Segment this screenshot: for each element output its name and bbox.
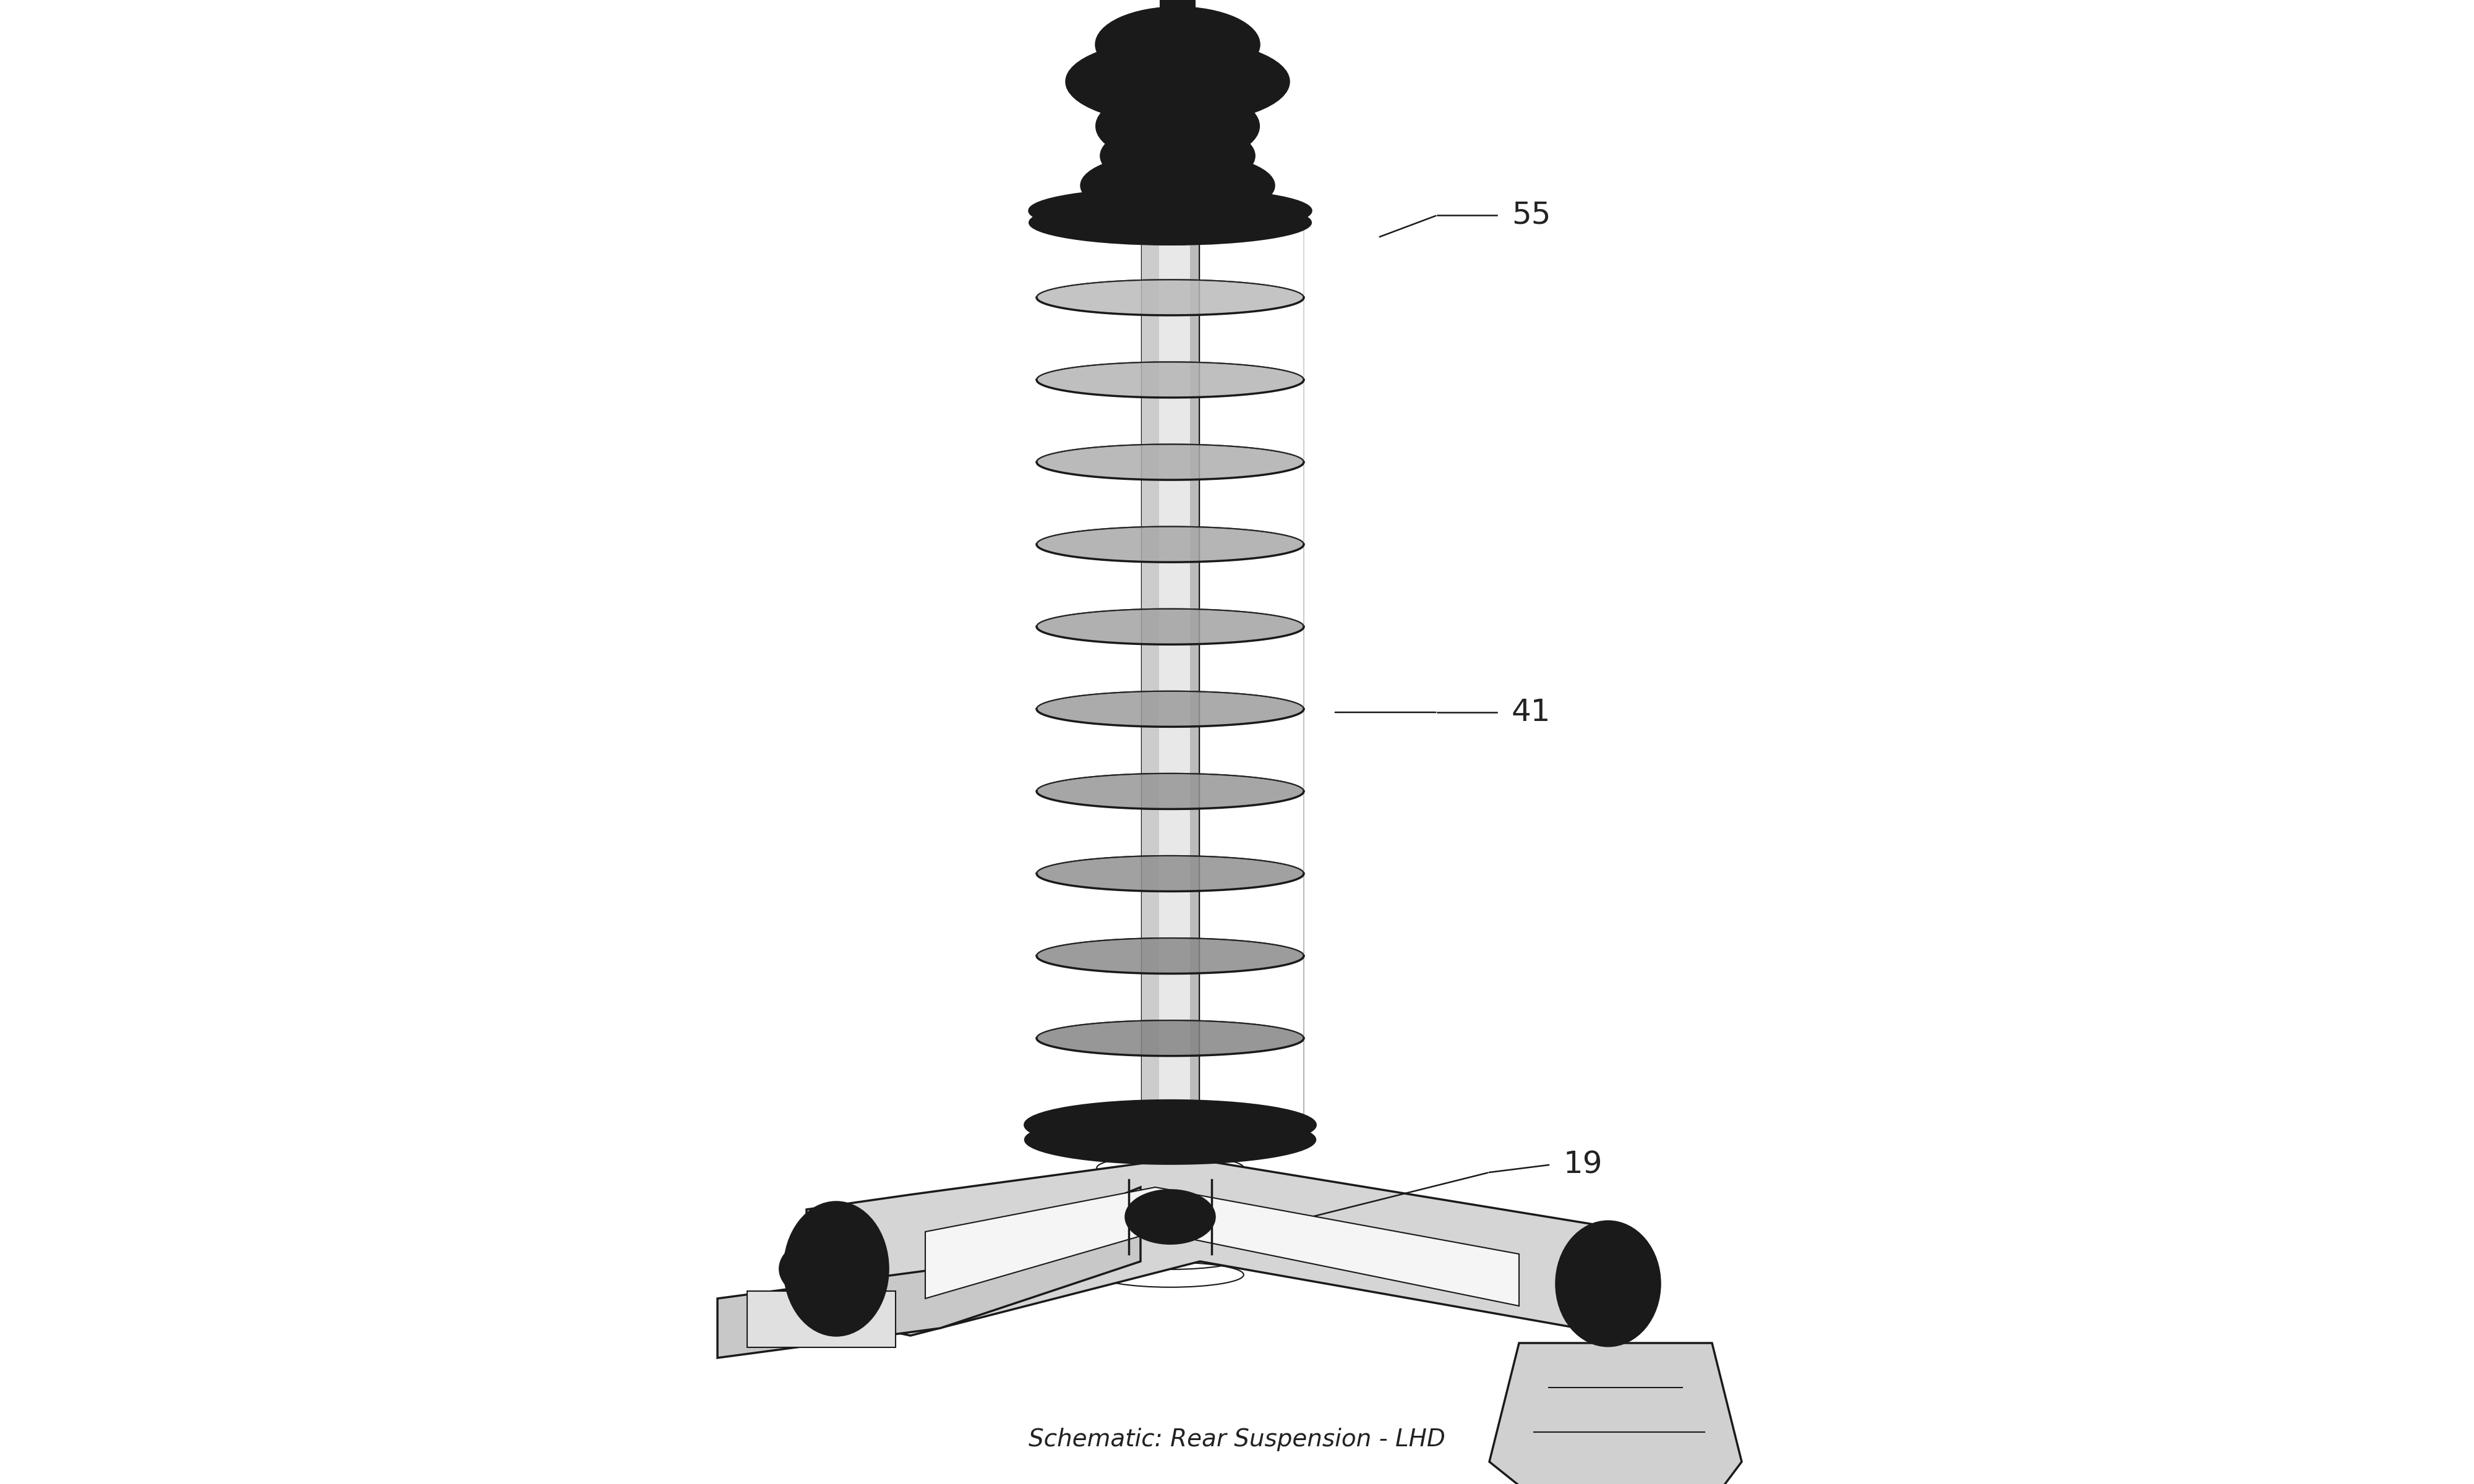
Polygon shape [1037, 444, 1304, 562]
Ellipse shape [1066, 40, 1289, 123]
Ellipse shape [1096, 7, 1259, 82]
Ellipse shape [1024, 1116, 1316, 1163]
Text: 19: 19 [1564, 1150, 1603, 1180]
Polygon shape [1037, 773, 1304, 892]
Ellipse shape [1096, 89, 1259, 163]
Text: 55: 55 [1512, 200, 1551, 230]
Bar [1160, 0, 1195, 15]
Polygon shape [807, 1158, 1623, 1336]
Ellipse shape [807, 1227, 866, 1310]
Polygon shape [717, 1187, 1141, 1358]
Polygon shape [925, 1187, 1519, 1306]
Polygon shape [1037, 362, 1304, 479]
Text: Schematic: Rear Suspension - LHD: Schematic: Rear Suspension - LHD [1029, 1428, 1445, 1451]
Polygon shape [1037, 279, 1304, 398]
Polygon shape [1489, 1343, 1742, 1484]
Bar [747, 1291, 896, 1347]
Ellipse shape [1126, 1190, 1215, 1244]
Ellipse shape [779, 1239, 863, 1298]
Ellipse shape [1111, 114, 1244, 168]
Polygon shape [1037, 197, 1304, 315]
Polygon shape [1037, 856, 1304, 974]
Ellipse shape [1024, 1101, 1316, 1149]
Polygon shape [1037, 692, 1304, 809]
Bar [1143, 215, 1197, 1172]
Ellipse shape [784, 1202, 888, 1336]
Polygon shape [1037, 527, 1304, 644]
Polygon shape [1037, 938, 1304, 1057]
Ellipse shape [1029, 188, 1311, 233]
Ellipse shape [1029, 200, 1311, 245]
Text: 41: 41 [1512, 697, 1551, 727]
Bar [1190, 215, 1197, 1172]
Bar [1143, 215, 1158, 1172]
Ellipse shape [1556, 1221, 1660, 1346]
Ellipse shape [1586, 1254, 1630, 1313]
Polygon shape [1037, 608, 1304, 727]
Ellipse shape [1081, 153, 1274, 218]
Ellipse shape [1101, 123, 1254, 188]
Ellipse shape [1148, 1202, 1192, 1232]
Polygon shape [1037, 1021, 1304, 1138]
